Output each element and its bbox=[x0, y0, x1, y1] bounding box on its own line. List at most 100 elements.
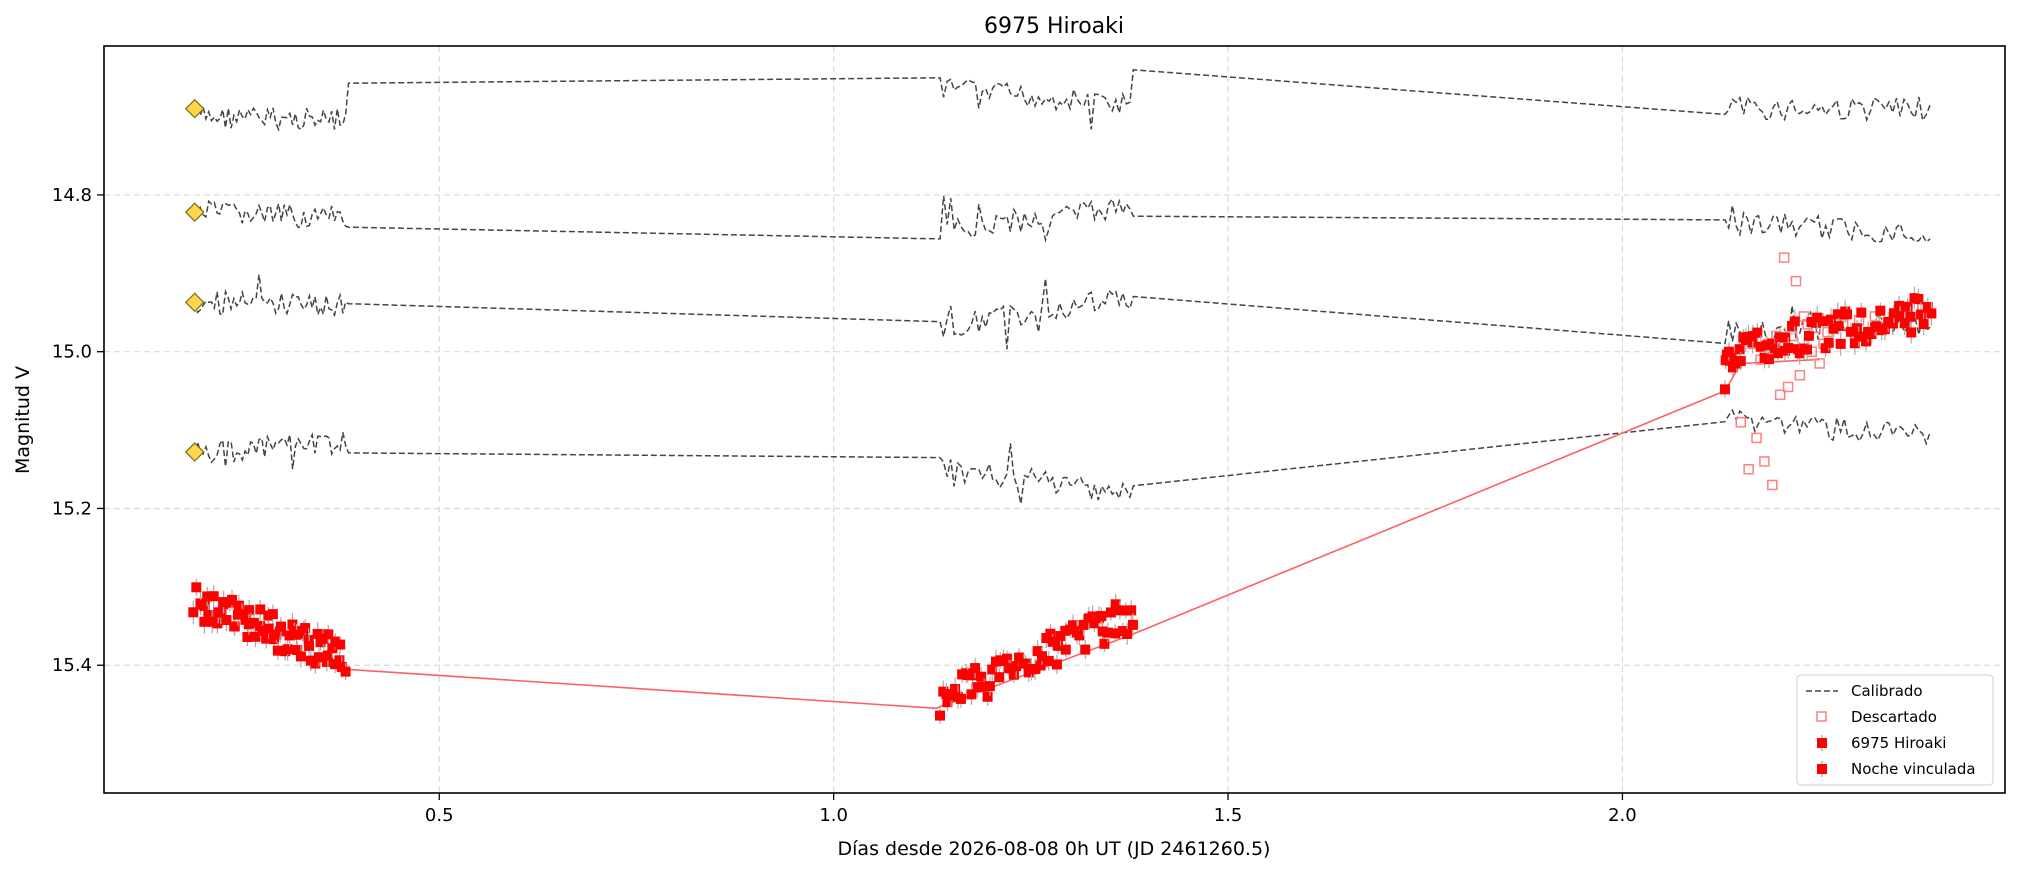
target-point bbox=[322, 650, 333, 661]
calibrated-curve-comp1 bbox=[193, 68, 1931, 132]
legend-box bbox=[1796, 674, 1994, 786]
target-point bbox=[1915, 309, 1926, 320]
target-point bbox=[1047, 636, 1058, 647]
target-point bbox=[1918, 319, 1929, 330]
target-point bbox=[1078, 619, 1089, 630]
target-point bbox=[1801, 344, 1812, 355]
target-point bbox=[1780, 332, 1791, 343]
target-point bbox=[188, 607, 199, 618]
discarded-point bbox=[1778, 252, 1790, 263]
target-point bbox=[984, 681, 995, 692]
target-point bbox=[334, 655, 345, 666]
target-point bbox=[976, 671, 987, 682]
y-tick-label: 14.8 bbox=[52, 185, 92, 206]
target-point bbox=[218, 597, 229, 608]
discarded-point bbox=[1774, 389, 1786, 401]
target-point bbox=[1067, 620, 1078, 631]
linked-night-line bbox=[344, 358, 1820, 710]
target-point bbox=[1752, 327, 1763, 338]
target-point bbox=[287, 619, 298, 630]
target-point bbox=[1820, 343, 1831, 354]
target-point bbox=[191, 582, 202, 593]
target-point bbox=[1096, 611, 1107, 622]
target-point bbox=[295, 651, 306, 662]
target-point bbox=[1043, 655, 1054, 666]
target-point bbox=[1894, 300, 1905, 311]
target-point bbox=[970, 663, 981, 674]
target-point bbox=[312, 628, 323, 639]
target-point bbox=[1772, 348, 1783, 359]
discarded-point bbox=[1767, 479, 1778, 491]
target-point bbox=[1126, 605, 1137, 616]
target-point bbox=[1906, 327, 1917, 338]
target-point bbox=[1032, 646, 1043, 657]
target-point bbox=[236, 609, 247, 620]
target-point bbox=[1734, 344, 1745, 355]
target-point bbox=[1845, 326, 1856, 337]
discarded-point bbox=[1759, 456, 1770, 467]
target-point bbox=[979, 681, 990, 692]
target-point bbox=[1120, 605, 1131, 616]
target-point bbox=[1060, 625, 1071, 636]
comparison-star-marker bbox=[184, 292, 205, 313]
target-point bbox=[1913, 294, 1924, 305]
target-point bbox=[1011, 661, 1022, 672]
target-point bbox=[1818, 316, 1829, 327]
target-point bbox=[967, 670, 978, 681]
target-point bbox=[1888, 308, 1899, 319]
target-point bbox=[221, 615, 232, 626]
target-point bbox=[1887, 318, 1898, 329]
target-point bbox=[250, 631, 261, 642]
target-point bbox=[1060, 644, 1071, 655]
discarded-point bbox=[1735, 416, 1747, 428]
target-point bbox=[1080, 644, 1091, 655]
target-point bbox=[1842, 309, 1853, 320]
plot-area bbox=[184, 68, 1937, 724]
target-point bbox=[972, 682, 983, 693]
target-point bbox=[987, 664, 998, 675]
axes-frame bbox=[103, 45, 2006, 794]
x-tick-label: 1.5 bbox=[1214, 805, 1243, 826]
target-point bbox=[208, 591, 219, 602]
target-point bbox=[1783, 343, 1794, 354]
target-point bbox=[304, 640, 315, 651]
x-tick-label: 2.0 bbox=[1608, 805, 1637, 826]
target-point bbox=[1110, 628, 1121, 639]
target-point bbox=[1089, 618, 1100, 629]
target-point bbox=[1122, 628, 1133, 639]
legend-linked-label: Noche vinculada bbox=[1851, 760, 1976, 778]
target-point bbox=[1105, 607, 1116, 618]
target-point bbox=[199, 616, 210, 627]
x-axis-label: Días desde 2026-08-08 0h UT (JD 2461260.… bbox=[838, 838, 1271, 860]
target-point bbox=[291, 629, 302, 640]
target-point bbox=[982, 691, 993, 702]
legend: Calibrado Descartado 6975 Hiroaki Noche … bbox=[1796, 674, 1994, 786]
legend-target-swatch bbox=[1817, 738, 1827, 748]
target-point bbox=[321, 656, 332, 667]
target-point bbox=[263, 623, 274, 634]
target-point bbox=[1110, 599, 1121, 610]
target-point bbox=[1828, 323, 1839, 334]
comparison-star-marker bbox=[184, 202, 205, 223]
target-point bbox=[1735, 356, 1746, 367]
y-axis-label: Magnitud V bbox=[12, 366, 34, 474]
target-point bbox=[1127, 619, 1138, 630]
target-point bbox=[1074, 630, 1085, 641]
target-point bbox=[300, 623, 311, 634]
target-point bbox=[199, 600, 210, 611]
target-point bbox=[1114, 605, 1125, 616]
target-point bbox=[1102, 627, 1113, 638]
target-point bbox=[1895, 311, 1906, 322]
target-point bbox=[340, 666, 351, 677]
target-point bbox=[335, 639, 346, 650]
target-point bbox=[950, 683, 961, 694]
x-axis-ticks: 0.5 1.0 1.5 2.0 bbox=[425, 793, 1637, 826]
comparison-star-marker bbox=[184, 98, 205, 119]
legend-calibrated-label: Calibrado bbox=[1851, 682, 1923, 700]
target-point bbox=[1755, 341, 1766, 352]
target-point bbox=[1926, 308, 1937, 319]
x-tick-label: 0.5 bbox=[425, 805, 454, 826]
target-point bbox=[233, 600, 244, 611]
target-point bbox=[1774, 332, 1785, 343]
